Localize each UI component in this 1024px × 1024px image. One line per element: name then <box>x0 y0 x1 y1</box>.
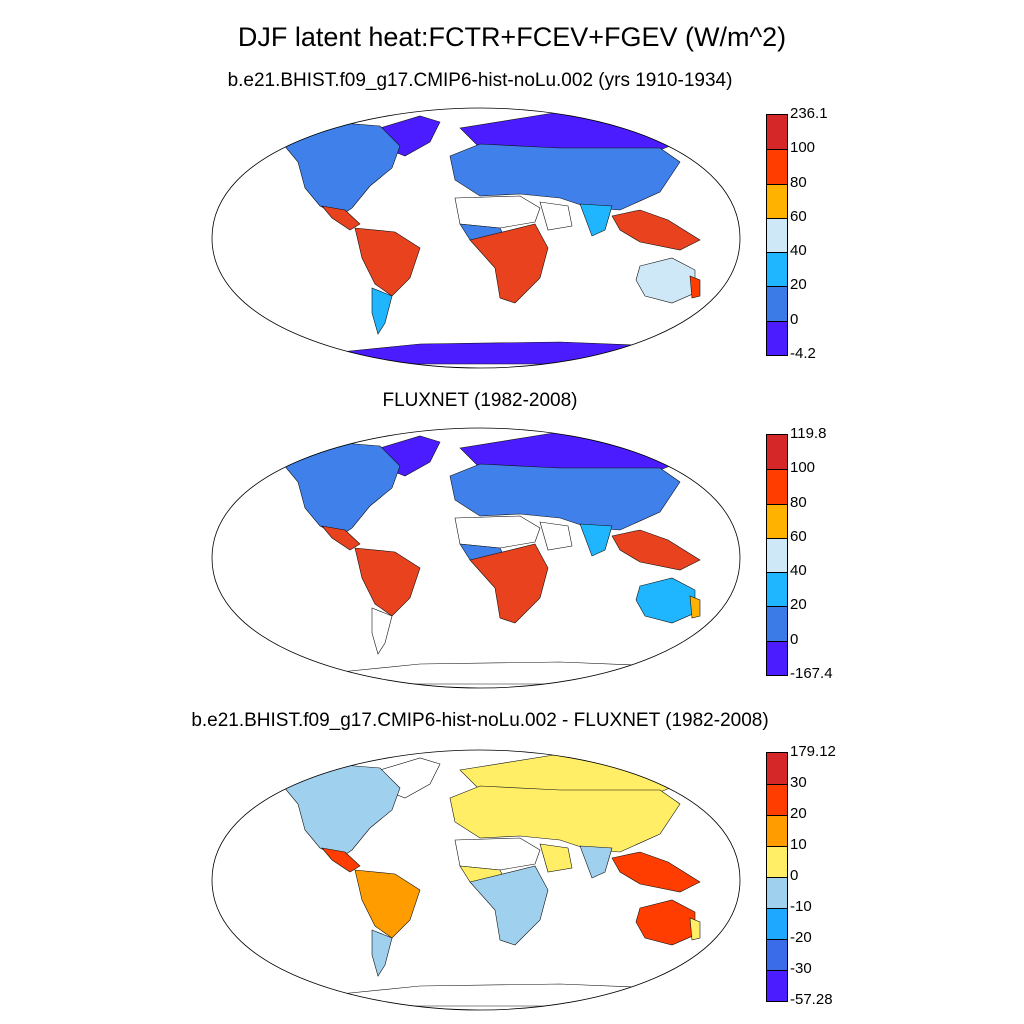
map-outline <box>211 107 741 369</box>
region-central-africa <box>469 543 549 624</box>
colorbar-swatch <box>767 537 787 573</box>
colorbar-swatch <box>767 784 787 815</box>
colorbar-swatch <box>767 846 787 877</box>
region-central-africa <box>469 865 549 946</box>
colorbar-swatch <box>767 183 787 218</box>
region-antarctica <box>329 983 701 1007</box>
region-europe-asia <box>449 143 681 211</box>
region-australia-coast <box>689 917 701 941</box>
colorbar-swatch <box>767 753 787 784</box>
region-central-africa <box>469 223 549 304</box>
colorbar-swatch <box>767 503 787 538</box>
region-australia <box>635 899 696 946</box>
colorbar-label: 80 <box>790 493 807 511</box>
region-antarctica <box>329 661 701 685</box>
region-sahara <box>454 515 541 549</box>
panel-2-subtitle: FLUXNET (1982-2008) <box>382 390 578 411</box>
region-north-america <box>277 121 401 217</box>
colorbar-swatch <box>767 469 787 504</box>
region-patagonia <box>371 287 393 335</box>
colorbar-2 <box>766 434 788 676</box>
colorbar-label: 179.12 <box>790 743 836 760</box>
region-patagonia <box>371 607 393 655</box>
region-central-america <box>321 847 361 873</box>
region-antarctica <box>329 341 701 365</box>
colorbar-label: 10 <box>790 836 807 853</box>
region-arabia <box>539 843 573 873</box>
panel-2-map <box>211 427 741 689</box>
colorbar-label: -10 <box>790 898 812 915</box>
colorbar-swatch <box>767 606 787 641</box>
region-patagonia <box>371 929 393 977</box>
colorbar-swatch <box>767 908 787 939</box>
region-india <box>579 845 613 879</box>
region-se-asia <box>611 529 701 571</box>
colorbar-swatch <box>767 815 787 846</box>
panel-3-subtitle: b.e21.BHIST.f09_g17.CMIP6-hist-noLu.002 … <box>191 710 769 731</box>
colorbar-label: -167.4 <box>790 665 833 682</box>
colorbar-label: 0 <box>790 867 799 884</box>
colorbar-label: 0 <box>790 310 799 328</box>
colorbar-3 <box>766 752 788 1002</box>
region-australia <box>635 257 696 304</box>
region-arabia <box>539 521 573 551</box>
region-australia <box>635 577 696 624</box>
region-se-asia <box>611 851 701 893</box>
colorbar-swatch <box>767 115 787 150</box>
region-india <box>579 523 613 557</box>
colorbar-label: 60 <box>790 207 807 225</box>
colorbar-label: 30 <box>790 774 807 791</box>
colorbar-label: 119.8 <box>790 425 827 442</box>
panel-1-subtitle: b.e21.BHIST.f09_g17.CMIP6-hist-noLu.002 … <box>227 70 733 91</box>
colorbar-swatch <box>767 286 787 321</box>
colorbar-label: 20 <box>790 805 807 822</box>
colorbar-label: 80 <box>790 173 807 191</box>
colorbar-swatch <box>767 572 787 607</box>
panel-1-map <box>211 107 741 369</box>
colorbar-label: 100 <box>790 139 816 157</box>
region-central-america <box>321 525 361 551</box>
colorbar-label: 40 <box>790 562 807 580</box>
region-europe-asia <box>449 785 681 853</box>
colorbar-swatch <box>767 149 787 184</box>
colorbar-label: -4.2 <box>790 345 816 362</box>
region-sahara <box>454 837 541 871</box>
colorbar-label: 40 <box>790 242 807 260</box>
region-se-asia <box>611 209 701 251</box>
colorbar-label: 20 <box>790 596 807 614</box>
colorbar-swatch <box>767 320 787 355</box>
colorbar-swatch <box>767 640 787 675</box>
colorbar-label: -20 <box>790 929 812 946</box>
colorbar-label: 20 <box>790 276 807 294</box>
colorbar-label: 0 <box>790 630 799 648</box>
map-outline <box>211 749 741 1011</box>
region-europe-asia <box>449 463 681 531</box>
colorbar-swatch <box>767 877 787 908</box>
region-south-america <box>354 227 421 297</box>
colorbar-swatch <box>767 252 787 287</box>
panel-3-map <box>211 749 741 1011</box>
colorbar-label: 236.1 <box>790 105 828 122</box>
region-north-america <box>277 441 401 537</box>
colorbar-swatch <box>767 970 787 1001</box>
region-south-america <box>354 547 421 617</box>
colorbar-swatch <box>767 217 787 253</box>
colorbar-1 <box>766 114 788 356</box>
colorbar-label: 60 <box>790 527 807 545</box>
map-outline <box>211 427 741 689</box>
region-central-america <box>321 205 361 231</box>
colorbar-label: -30 <box>790 960 812 977</box>
region-australia-coast <box>689 595 701 619</box>
figure-title: DJF latent heat:FCTR+FCEV+FGEV (W/m^2) <box>237 22 787 52</box>
region-south-america <box>354 869 421 939</box>
region-north-america <box>277 763 401 859</box>
colorbar-swatch <box>767 435 787 470</box>
colorbar-label: 100 <box>790 459 816 477</box>
region-india <box>579 203 613 237</box>
colorbar-swatch <box>767 939 787 970</box>
colorbar-label: -57.28 <box>790 991 833 1008</box>
region-sahara <box>454 195 541 229</box>
region-arabia <box>539 201 573 231</box>
region-australia-coast <box>689 275 701 299</box>
